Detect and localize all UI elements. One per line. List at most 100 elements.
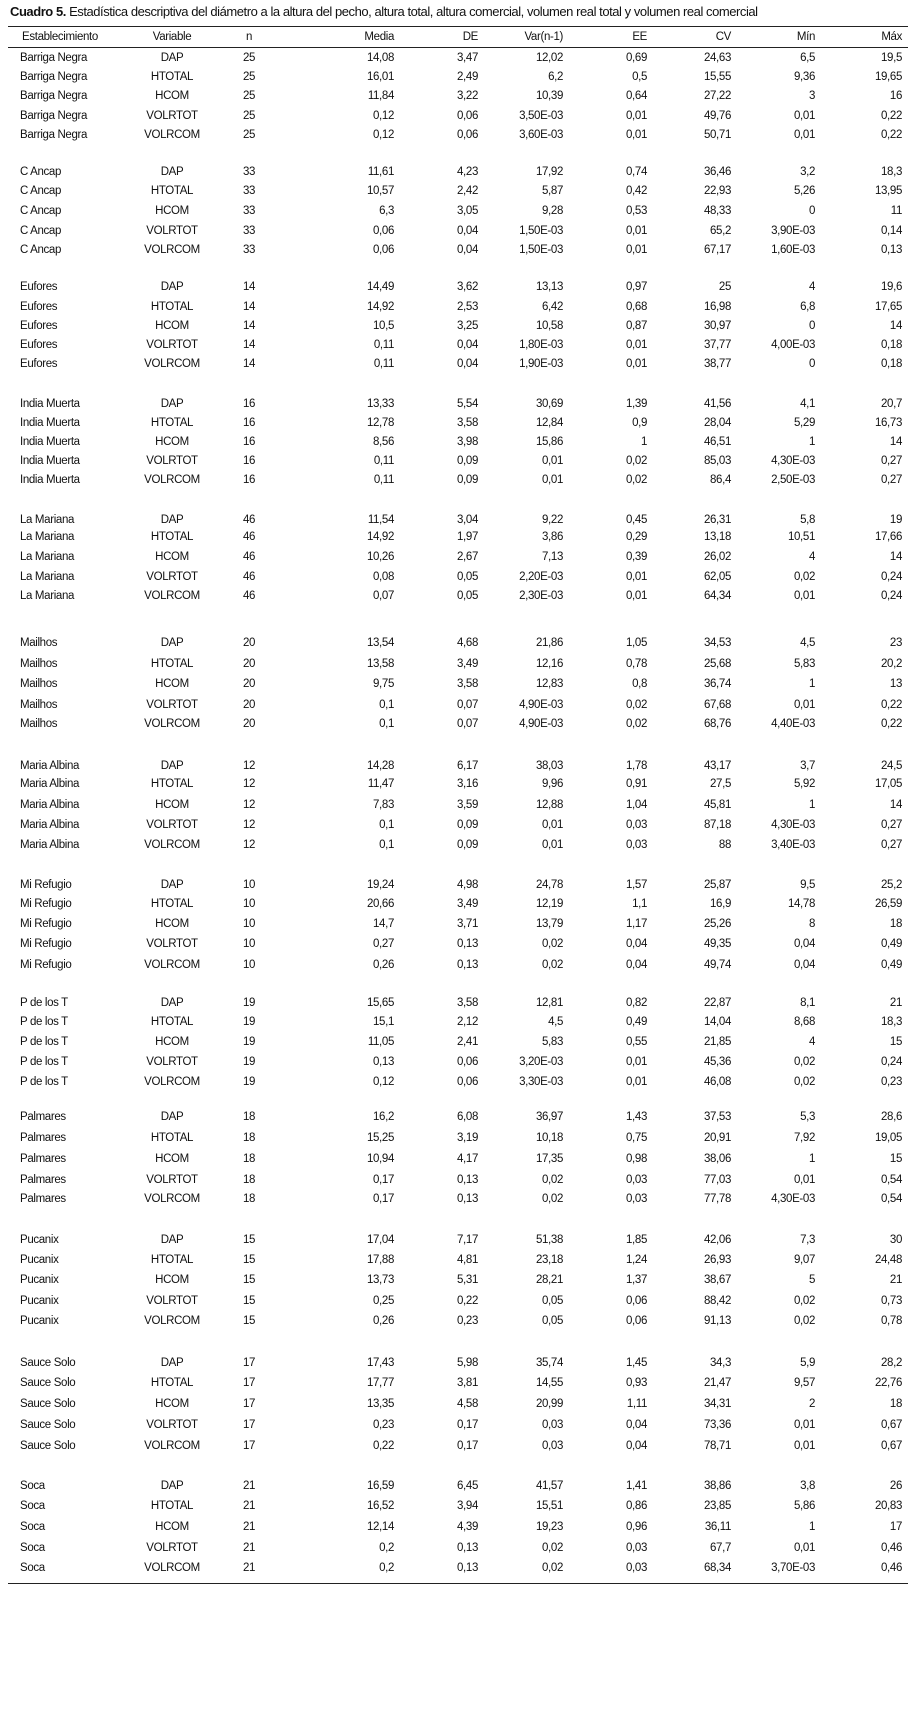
cell-var: 0,05 bbox=[542, 1315, 563, 1327]
cell-media: 13,33 bbox=[366, 398, 394, 410]
cell-n: 15 bbox=[242, 1274, 256, 1286]
cell-min: 4,1 bbox=[800, 398, 815, 410]
cell-n: 46 bbox=[242, 590, 256, 602]
top-rule bbox=[8, 26, 908, 27]
cell-max: 0,18 bbox=[881, 339, 902, 351]
cell-max: 0,22 bbox=[881, 110, 902, 122]
cell-max: 24,48 bbox=[874, 1254, 902, 1266]
cell-establecimiento: Eufores bbox=[20, 358, 58, 370]
cell-cv: 67,17 bbox=[703, 244, 731, 256]
cell-cv: 46,51 bbox=[703, 436, 731, 448]
cell-de: 0,07 bbox=[457, 718, 478, 730]
cell-min: 9,5 bbox=[800, 879, 815, 891]
cell-de: 4,17 bbox=[457, 1153, 478, 1165]
cell-min: 3,8 bbox=[800, 1480, 815, 1492]
cell-cv: 38,67 bbox=[703, 1274, 731, 1286]
cell-ee: 0,96 bbox=[626, 1521, 647, 1533]
cell-media: 14,49 bbox=[366, 281, 394, 293]
cell-variable: VOLRCOM bbox=[144, 244, 200, 256]
cell-media: 14,92 bbox=[366, 531, 394, 543]
cell-min: 8,68 bbox=[794, 1016, 815, 1028]
cell-n: 14 bbox=[242, 339, 256, 351]
cell-cv: 86,4 bbox=[710, 474, 731, 486]
cell-cv: 34,53 bbox=[703, 637, 731, 649]
cell-var: 0,02 bbox=[542, 1174, 563, 1186]
cell-media: 15,1 bbox=[373, 1016, 394, 1028]
cell-de: 3,58 bbox=[457, 678, 478, 690]
cell-ee: 1,04 bbox=[626, 799, 647, 811]
cell-media: 15,25 bbox=[366, 1132, 394, 1144]
cell-var: 12,02 bbox=[535, 52, 563, 64]
cell-de: 0,09 bbox=[457, 455, 478, 467]
cell-var: 4,90E-03 bbox=[519, 699, 563, 711]
cell-establecimiento: Sauce Solo bbox=[20, 1398, 76, 1410]
cell-cv: 36,74 bbox=[703, 678, 731, 690]
cell-variable: VOLRCOM bbox=[144, 839, 200, 851]
cell-variable: HCOM bbox=[155, 205, 189, 217]
cell-establecimiento: La Mariana bbox=[20, 551, 75, 563]
cell-variable: DAP bbox=[160, 514, 184, 526]
cell-n: 33 bbox=[242, 244, 256, 256]
table-caption: Cuadro 5. Estadística descriptiva del di… bbox=[10, 4, 758, 19]
cell-de: 4,58 bbox=[457, 1398, 478, 1410]
cell-ee: 0,03 bbox=[626, 1193, 647, 1205]
cell-variable: VOLRCOM bbox=[144, 1076, 200, 1088]
cell-n: 17 bbox=[242, 1419, 256, 1431]
cell-n: 12 bbox=[242, 760, 256, 772]
cell-variable: VOLRTOT bbox=[146, 571, 198, 583]
cell-min: 7,92 bbox=[794, 1132, 815, 1144]
cell-var: 15,51 bbox=[535, 1500, 563, 1512]
cell-cv: 23,85 bbox=[703, 1500, 731, 1512]
cell-establecimiento: Pucanix bbox=[20, 1234, 59, 1246]
cell-min: 0,02 bbox=[794, 1315, 815, 1327]
cell-media: 16,52 bbox=[366, 1500, 394, 1512]
cell-de: 2,53 bbox=[457, 301, 478, 313]
cell-media: 17,43 bbox=[366, 1357, 394, 1369]
cell-ee: 0,45 bbox=[626, 514, 647, 526]
cell-min: 1 bbox=[808, 1521, 815, 1533]
cell-media: 11,61 bbox=[367, 166, 395, 178]
cell-max: 0,22 bbox=[881, 129, 902, 141]
cell-n: 33 bbox=[242, 205, 256, 217]
cell-min: 0,02 bbox=[794, 1076, 815, 1088]
cell-var: 3,86 bbox=[542, 531, 563, 543]
cell-max: 0,22 bbox=[881, 718, 902, 730]
cell-min: 3,7 bbox=[800, 760, 815, 772]
cell-media: 0,11 bbox=[373, 339, 394, 351]
cell-de: 5,31 bbox=[457, 1274, 478, 1286]
cell-de: 4,81 bbox=[457, 1254, 478, 1266]
cell-de: 3,62 bbox=[457, 281, 478, 293]
cell-n: 19 bbox=[242, 1036, 256, 1048]
cell-n: 33 bbox=[242, 166, 256, 178]
cell-cv: 49,35 bbox=[703, 938, 731, 950]
cell-max: 18,3 bbox=[881, 1016, 902, 1028]
cell-cv: 77,03 bbox=[703, 1174, 731, 1186]
cell-max: 19 bbox=[889, 514, 902, 526]
cell-max: 26 bbox=[889, 1480, 902, 1492]
cell-var: 13,79 bbox=[535, 918, 563, 930]
cell-var: 0,01 bbox=[542, 839, 563, 851]
cell-n: 17 bbox=[242, 1398, 256, 1410]
cell-min: 0,01 bbox=[794, 699, 815, 711]
cell-establecimiento: Barriga Negra bbox=[20, 90, 88, 102]
cell-cv: 87,18 bbox=[703, 819, 731, 831]
cell-de: 5,98 bbox=[457, 1357, 478, 1369]
cell-media: 15,65 bbox=[366, 997, 394, 1009]
cell-min: 9,57 bbox=[794, 1377, 815, 1389]
cell-max: 0,23 bbox=[881, 1076, 902, 1088]
cell-var: 5,83 bbox=[542, 1036, 563, 1048]
cell-max: 0,18 bbox=[881, 358, 902, 370]
cell-variable: VOLRCOM bbox=[144, 959, 200, 971]
cell-n: 25 bbox=[242, 52, 256, 64]
cell-media: 13,58 bbox=[366, 658, 394, 670]
cell-max: 21 bbox=[889, 1274, 902, 1286]
cell-cv: 50,71 bbox=[703, 129, 731, 141]
cell-cv: 25,26 bbox=[703, 918, 731, 930]
cell-variable: HTOTAL bbox=[150, 1132, 194, 1144]
cell-n: 21 bbox=[242, 1521, 256, 1533]
cell-var: 19,23 bbox=[535, 1521, 563, 1533]
cell-establecimiento: La Mariana bbox=[20, 514, 75, 526]
cell-establecimiento: C Ancap bbox=[20, 166, 62, 178]
cell-max: 19,65 bbox=[874, 71, 902, 83]
cell-n: 16 bbox=[242, 417, 256, 429]
